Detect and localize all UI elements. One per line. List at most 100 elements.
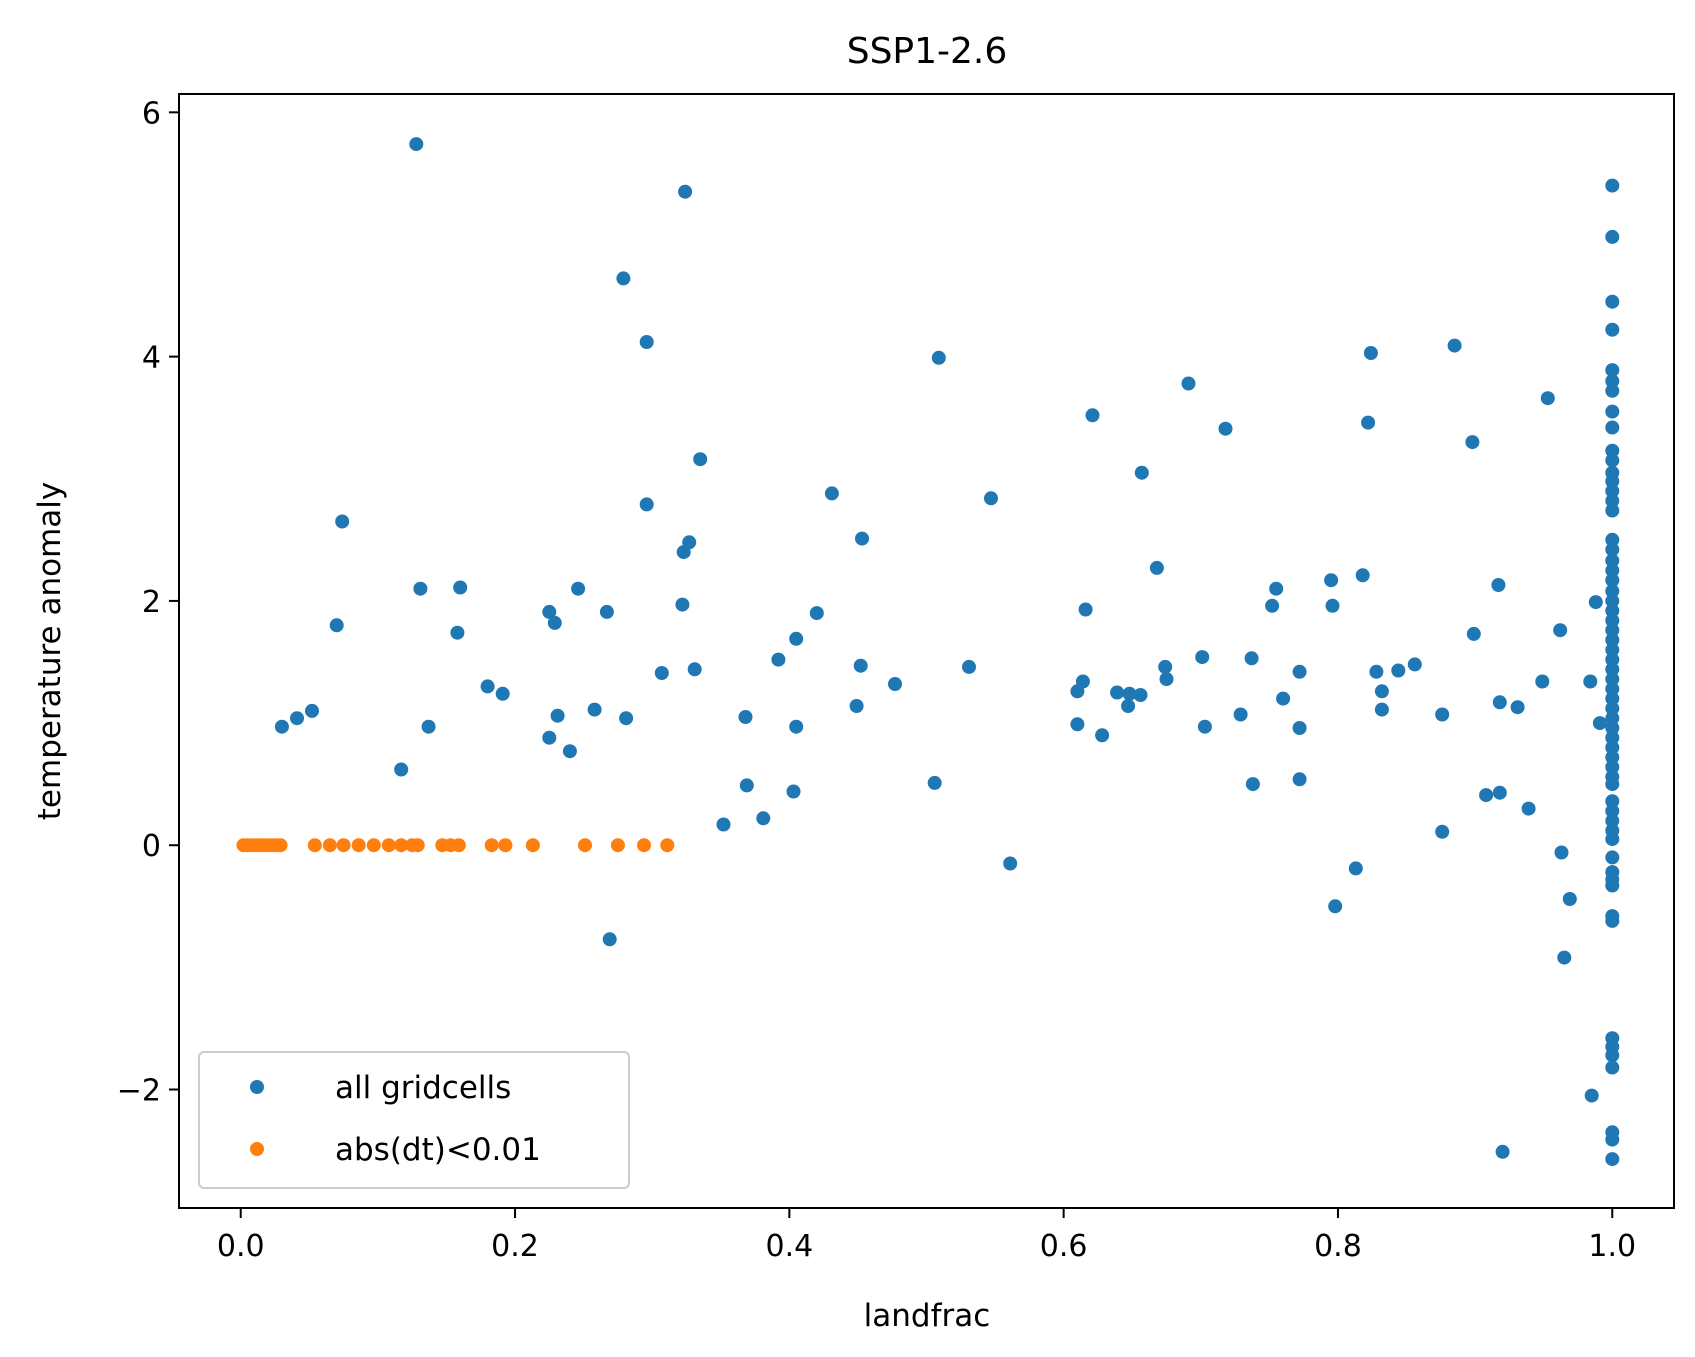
- data-point: [716, 817, 731, 832]
- data-point: [1605, 229, 1620, 244]
- data-point: [381, 838, 396, 853]
- data-point: [1133, 688, 1148, 702]
- data-point: [687, 662, 702, 677]
- data-point: [1605, 633, 1620, 647]
- data-point: [1605, 553, 1620, 568]
- x-tick-label: 0.4: [765, 1229, 813, 1264]
- series-1: [236, 838, 675, 853]
- y-tick-label: 4: [142, 341, 161, 376]
- legend-marker-all-gridcells: [250, 1080, 264, 1094]
- data-point: [1078, 602, 1093, 617]
- data-point: [693, 452, 708, 467]
- data-point: [1605, 740, 1620, 755]
- x-tick-label: 0.6: [1040, 1229, 1088, 1264]
- data-point: [1195, 650, 1210, 665]
- data-point: [1605, 1060, 1620, 1075]
- x-tick-label: 0.2: [491, 1229, 539, 1264]
- data-point: [1605, 563, 1620, 578]
- data-point: [1218, 421, 1233, 436]
- data-point: [853, 658, 868, 673]
- data-point: [498, 838, 513, 853]
- data-point: [1292, 772, 1307, 787]
- data-point: [450, 625, 465, 640]
- data-point: [1605, 642, 1620, 657]
- data-point: [888, 677, 902, 691]
- legend: all gridcells abs(dt)<0.01: [198, 1051, 630, 1189]
- data-point: [1553, 623, 1568, 638]
- data-point: [962, 659, 976, 674]
- data-points-layer: [236, 137, 1620, 1167]
- data-point: [335, 514, 350, 529]
- data-point: [1605, 652, 1620, 667]
- data-point: [1245, 777, 1260, 792]
- data-point: [274, 719, 289, 734]
- data-point: [1557, 950, 1572, 965]
- series-0: [274, 137, 1620, 1167]
- y-axis-label: temperature anomaly: [32, 482, 68, 820]
- data-point: [1605, 1132, 1620, 1147]
- data-point: [571, 581, 586, 596]
- data-point: [675, 597, 690, 612]
- data-point: [1265, 598, 1280, 613]
- data-point: [1134, 465, 1149, 480]
- chart-title: SSP1-2.6: [847, 31, 1008, 72]
- data-point: [1605, 484, 1620, 498]
- data-point: [1391, 663, 1406, 678]
- data-point: [1491, 578, 1506, 592]
- data-point: [786, 784, 801, 799]
- data-point: [1495, 1144, 1510, 1159]
- data-point: [1605, 542, 1620, 557]
- data-point: [322, 838, 337, 853]
- data-point: [1605, 593, 1620, 608]
- data-point: [660, 838, 675, 853]
- x-axis: 0.0 0.2 0.4 0.6 0.8 1.0: [217, 1208, 1636, 1264]
- data-point: [1605, 672, 1620, 687]
- data-point: [1070, 717, 1085, 732]
- data-point: [654, 666, 669, 680]
- data-point: [1070, 684, 1085, 699]
- data-point: [1605, 532, 1620, 547]
- data-point: [1435, 707, 1450, 722]
- data-point: [771, 652, 786, 667]
- data-point: [756, 811, 771, 826]
- data-point: [305, 703, 319, 718]
- data-point: [1149, 560, 1164, 575]
- data-point: [1328, 899, 1343, 914]
- data-point: [307, 838, 322, 853]
- data-point: [1605, 662, 1620, 677]
- y-tick-label: 6: [142, 96, 161, 131]
- data-point: [602, 932, 617, 947]
- data-point: [1605, 813, 1620, 828]
- data-point: [273, 838, 288, 853]
- legend-box: [198, 1051, 630, 1189]
- data-point: [1492, 695, 1507, 710]
- data-point: [1605, 1152, 1620, 1167]
- data-point: [1605, 453, 1620, 468]
- data-point: [1605, 363, 1620, 378]
- data-point: [1605, 573, 1620, 588]
- data-point: [542, 730, 557, 745]
- data-point: [451, 838, 466, 853]
- data-point: [637, 838, 651, 853]
- data-point: [1197, 719, 1212, 734]
- data-point: [1605, 474, 1620, 489]
- data-point: [1592, 716, 1607, 731]
- data-point: [1374, 702, 1389, 717]
- data-point: [809, 606, 824, 621]
- data-point: [1435, 824, 1450, 839]
- data-point: [290, 711, 304, 726]
- data-point: [739, 778, 754, 793]
- data-point: [1605, 721, 1620, 735]
- data-point: [453, 580, 468, 595]
- data-point: [789, 719, 804, 734]
- data-point: [1374, 684, 1389, 699]
- data-point: [1447, 338, 1462, 353]
- data-point: [1605, 404, 1620, 419]
- data-point: [1605, 730, 1620, 745]
- y-tick-label: 2: [142, 585, 161, 620]
- data-point: [1355, 568, 1370, 583]
- data-point: [678, 184, 693, 199]
- data-point: [1562, 892, 1577, 906]
- data-point: [1348, 861, 1363, 876]
